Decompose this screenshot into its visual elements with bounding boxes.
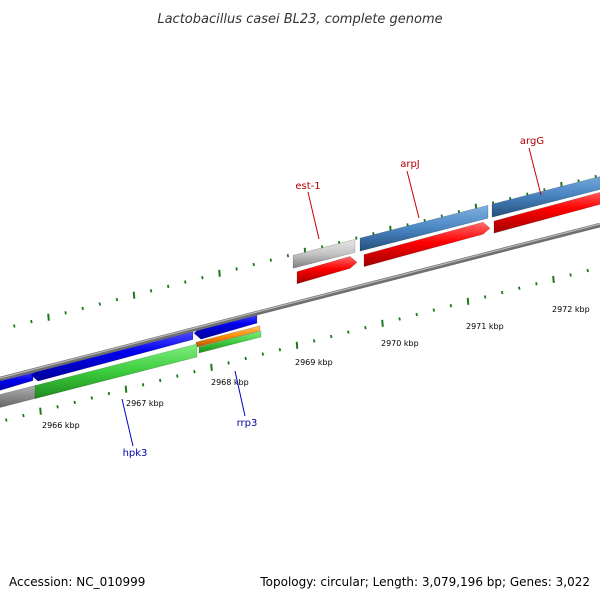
major-tick [218, 269, 221, 277]
minor-tick [64, 311, 67, 315]
map-title: Lactobacillus casei BL23, complete genom… [157, 12, 442, 27]
minor-tick [432, 308, 435, 312]
minor-tick [98, 302, 101, 306]
gene-label-hpk3[interactable]: hpk3 [123, 448, 148, 459]
minor-tick [364, 326, 367, 330]
gene-arrow-red[interactable] [363, 221, 491, 267]
minor-tick [501, 290, 504, 295]
gene-label-arpj[interactable]: arpJ [400, 159, 420, 170]
genome-backbone [0, 222, 600, 382]
gene-block-steel[interactable] [491, 171, 600, 218]
backbone-highlight [0, 223, 600, 379]
minor-tick [330, 334, 333, 339]
minor-tick [141, 383, 145, 387]
ruler-label: 2969 kbp [295, 358, 333, 367]
major-tick [124, 385, 128, 393]
ruler-labels: 2966 kbp 2967 kbp 2968 kbp 2969 kbp 2970… [42, 305, 590, 430]
major-tick [381, 319, 384, 327]
accession-text: Accession: NC_010999 [9, 575, 145, 589]
genome-summary-text: Topology: circular; Length: 3,079,196 bp… [259, 575, 590, 589]
minor-tick [149, 289, 153, 293]
minor-tick [56, 405, 59, 409]
gene-block-darkgrey[interactable] [0, 384, 37, 412]
gene-labels: est-1 arpJ argG hpk3 rrp3 [123, 136, 545, 459]
minor-tick [586, 268, 589, 273]
minor-tick [347, 330, 350, 334]
minor-tick [278, 348, 282, 352]
tick-row-upper [13, 174, 597, 328]
leader-line-hpk3 [121, 398, 134, 447]
ruler-label: 2970 kbp [381, 339, 419, 348]
major-tick [47, 313, 50, 321]
minor-tick [312, 339, 316, 343]
minor-tick [184, 280, 187, 284]
ruler-label: 2967 kbp [126, 399, 164, 408]
minor-tick [73, 400, 76, 405]
ruler-label: 2968 kbp [211, 378, 249, 387]
major-tick [466, 297, 470, 305]
minor-tick [535, 282, 538, 286]
minor-tick [235, 267, 238, 271]
minor-tick [201, 276, 204, 280]
gene-block-green[interactable] [34, 343, 198, 399]
gene-arrow-red[interactable] [296, 256, 358, 285]
minor-tick [81, 306, 84, 311]
gene-arrow-red[interactable] [493, 189, 600, 234]
minor-tick [261, 352, 264, 356]
minor-tick [286, 254, 290, 258]
minor-tick [355, 236, 358, 240]
major-tick [210, 363, 213, 371]
minor-tick [159, 378, 162, 383]
minor-tick [244, 356, 247, 361]
gene-block-grey[interactable] [292, 239, 356, 269]
gene-tracks [0, 171, 600, 412]
leader-line-est-1 [307, 191, 320, 240]
ruler-label: 2971 kbp [466, 322, 504, 331]
minor-tick [5, 418, 8, 422]
backbone-line [0, 222, 600, 382]
minor-tick [483, 295, 487, 299]
minor-tick [13, 324, 16, 328]
minor-tick [269, 258, 272, 262]
minor-tick [90, 396, 93, 400]
minor-tick [398, 317, 401, 321]
minor-tick [193, 370, 196, 374]
gene-block-steel[interactable] [359, 204, 489, 252]
minor-tick [449, 304, 453, 308]
minor-tick [107, 391, 111, 396]
ruler-label: 2972 kbp [552, 305, 590, 314]
minor-tick [176, 374, 179, 378]
gene-label-leaders [121, 147, 542, 447]
major-tick [132, 291, 136, 299]
minor-tick [167, 284, 170, 289]
minor-tick [518, 286, 521, 290]
leader-line-arpj [406, 170, 420, 219]
minor-tick [569, 273, 572, 277]
minor-tick [252, 262, 255, 267]
leader-line-argg [528, 147, 542, 196]
major-tick [295, 341, 299, 349]
minor-tick [115, 297, 119, 302]
minor-tick [227, 361, 230, 365]
leader-line-rrp3 [234, 370, 246, 417]
tick-row-lower [5, 268, 589, 422]
gene-label-argg[interactable]: argG [520, 136, 544, 147]
gene-label-rrp3[interactable]: rrp3 [237, 418, 258, 429]
minor-tick [415, 312, 418, 317]
minor-tick [22, 413, 25, 418]
major-tick [39, 407, 42, 415]
minor-tick [30, 319, 33, 324]
gene-label-est-1[interactable]: est-1 [295, 181, 320, 192]
ruler-label: 2966 kbp [42, 421, 80, 430]
major-tick [552, 275, 555, 283]
gene-block-green[interactable] [198, 330, 262, 354]
